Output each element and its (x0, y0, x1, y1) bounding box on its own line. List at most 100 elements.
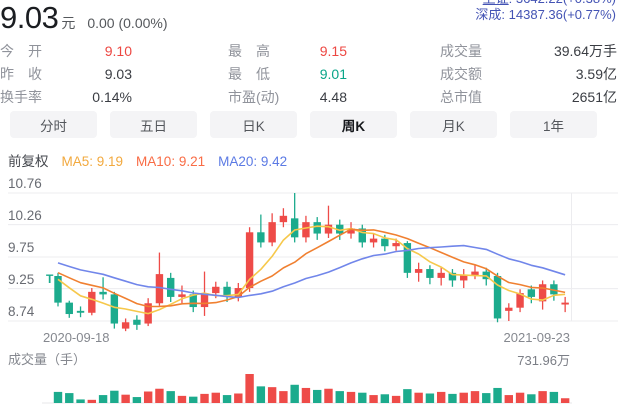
candle-body (471, 271, 479, 276)
volume-bar (279, 391, 288, 403)
y-axis-label: 9.25 (8, 271, 35, 287)
tab-monthly-k[interactable]: 月K (410, 111, 497, 138)
volume-bar (189, 396, 198, 403)
stat-label: 今 开 (0, 42, 42, 59)
volume-bar (313, 389, 322, 403)
index-sep: : (509, 0, 516, 6)
candle-body (245, 232, 254, 289)
stat-value: 9.01 (319, 65, 347, 82)
volume-bar (358, 392, 367, 403)
volume-bar (459, 392, 468, 403)
stat-label: 昨 收 (0, 65, 42, 82)
volume-bar (448, 393, 457, 403)
y-axis-label: 10.26 (8, 207, 42, 223)
candle-body (189, 294, 197, 308)
tab-minute[interactable]: 分时 (10, 111, 97, 138)
stat-value: 39.64万手 (553, 42, 617, 59)
candle-body (313, 222, 321, 234)
volume-bar (380, 394, 390, 403)
volume-bar (98, 395, 108, 403)
stat-row-pe: 市盈(动) 4.48 (228, 85, 347, 108)
volume-bar (493, 387, 502, 403)
volume-bar (121, 394, 130, 403)
candle-body (110, 294, 119, 324)
candle-body (336, 224, 344, 234)
volume-bar (166, 391, 175, 403)
chart-legend: 前复权 MA5: 9.19 MA10: 9.21 MA20: 9.42 (8, 150, 300, 170)
candle-body (121, 322, 130, 329)
stat-value: 2651亿 (571, 88, 617, 105)
volume-bar (549, 391, 559, 403)
candle-body (76, 310, 85, 313)
candle-body (88, 291, 96, 313)
candle-body (505, 307, 513, 311)
candle-body (212, 286, 220, 294)
volume-bar (53, 391, 63, 403)
volume-bar (560, 398, 570, 403)
stat-label: 换手率 (0, 88, 42, 105)
candle-body (279, 215, 288, 223)
volume-bar (290, 384, 299, 403)
legend-ma20: MA20: 9.42 (218, 154, 288, 169)
candle-body (460, 275, 468, 281)
stat-value: 9.15 (319, 42, 347, 59)
stat-row-turnover-rate: 换手率 0.14% (0, 85, 132, 108)
volume-bar (391, 395, 401, 403)
stat-row-amount: 成交额 3.59亿 (440, 62, 617, 85)
volume-axis-max: 731.96万 (517, 353, 570, 368)
stat-label: 总市值 (440, 88, 482, 105)
volume-bar (155, 388, 164, 403)
price-header: 9.03 元 0.00 (0.00%) (0, 0, 168, 36)
adjust-mode-toggle[interactable]: 前复权 (8, 154, 49, 169)
volume-bar (470, 391, 480, 403)
volume-bar (143, 391, 153, 403)
volume-bar (234, 393, 243, 403)
volume-bar (110, 390, 119, 403)
period-tabs: 分时 五日 日K 周K 月K 1年 (10, 111, 597, 138)
stats-column-1: 今 开 9.10 昨 收 9.03 换手率 0.14% (0, 39, 132, 108)
volume-bar (245, 374, 254, 403)
volume-bar (515, 392, 525, 403)
candle-body (167, 277, 175, 297)
volume-bar (222, 395, 232, 403)
volume-bar (403, 389, 412, 403)
volume-chart-canvas[interactable] (0, 372, 626, 408)
y-axis-label: 8.74 (8, 304, 35, 319)
tab-weekly-k[interactable]: 周K (310, 111, 397, 138)
index-name: 深成 (475, 7, 502, 22)
kline-chart-canvas[interactable]: T (0, 172, 626, 334)
stat-value: 3.59亿 (575, 65, 617, 82)
volume-bar (132, 397, 142, 403)
volume-bar (346, 391, 356, 403)
stat-value: 9.10 (104, 42, 132, 59)
index-quotes: 上证: 3642.22(+0.38%) 深成: 14387.36(+0.77%) (475, 0, 616, 23)
volume-bar (538, 391, 547, 403)
candle-body (561, 302, 569, 305)
stat-row-open: 今 开 9.10 (0, 39, 132, 62)
volume-bar (177, 395, 187, 403)
volume-bar (482, 393, 491, 403)
candle-body (200, 293, 209, 308)
tab-5day[interactable]: 五日 (110, 111, 197, 138)
candle-body (527, 289, 536, 297)
candle-body (493, 276, 502, 319)
stat-label: 市盈(动) (228, 88, 280, 105)
tab-daily-k[interactable]: 日K (210, 111, 297, 138)
stat-row-market-cap: 总市值 2651亿 (440, 85, 617, 108)
index-link-shenzhen[interactable]: 深成: 14387.36(+0.77%) (475, 7, 616, 23)
volume-bar (369, 395, 378, 403)
candle-body (234, 288, 243, 297)
stat-value: 9.03 (104, 65, 132, 82)
event-marker-T: T (46, 272, 54, 286)
candle-body (414, 269, 423, 273)
candle-body (65, 302, 73, 315)
candle-body (290, 218, 299, 238)
volume-bar (414, 392, 423, 403)
candle-body (347, 228, 355, 234)
volume-panel-title: 成交量（手） (8, 352, 87, 367)
index-name: 上证 (483, 0, 509, 6)
index-sep: : (501, 7, 509, 22)
stat-row-prev-close: 昨 收 9.03 (0, 62, 132, 85)
index-link-shanghai[interactable]: 上证: 3642.22(+0.38%) (475, 0, 616, 7)
tab-1year[interactable]: 1年 (510, 111, 597, 138)
